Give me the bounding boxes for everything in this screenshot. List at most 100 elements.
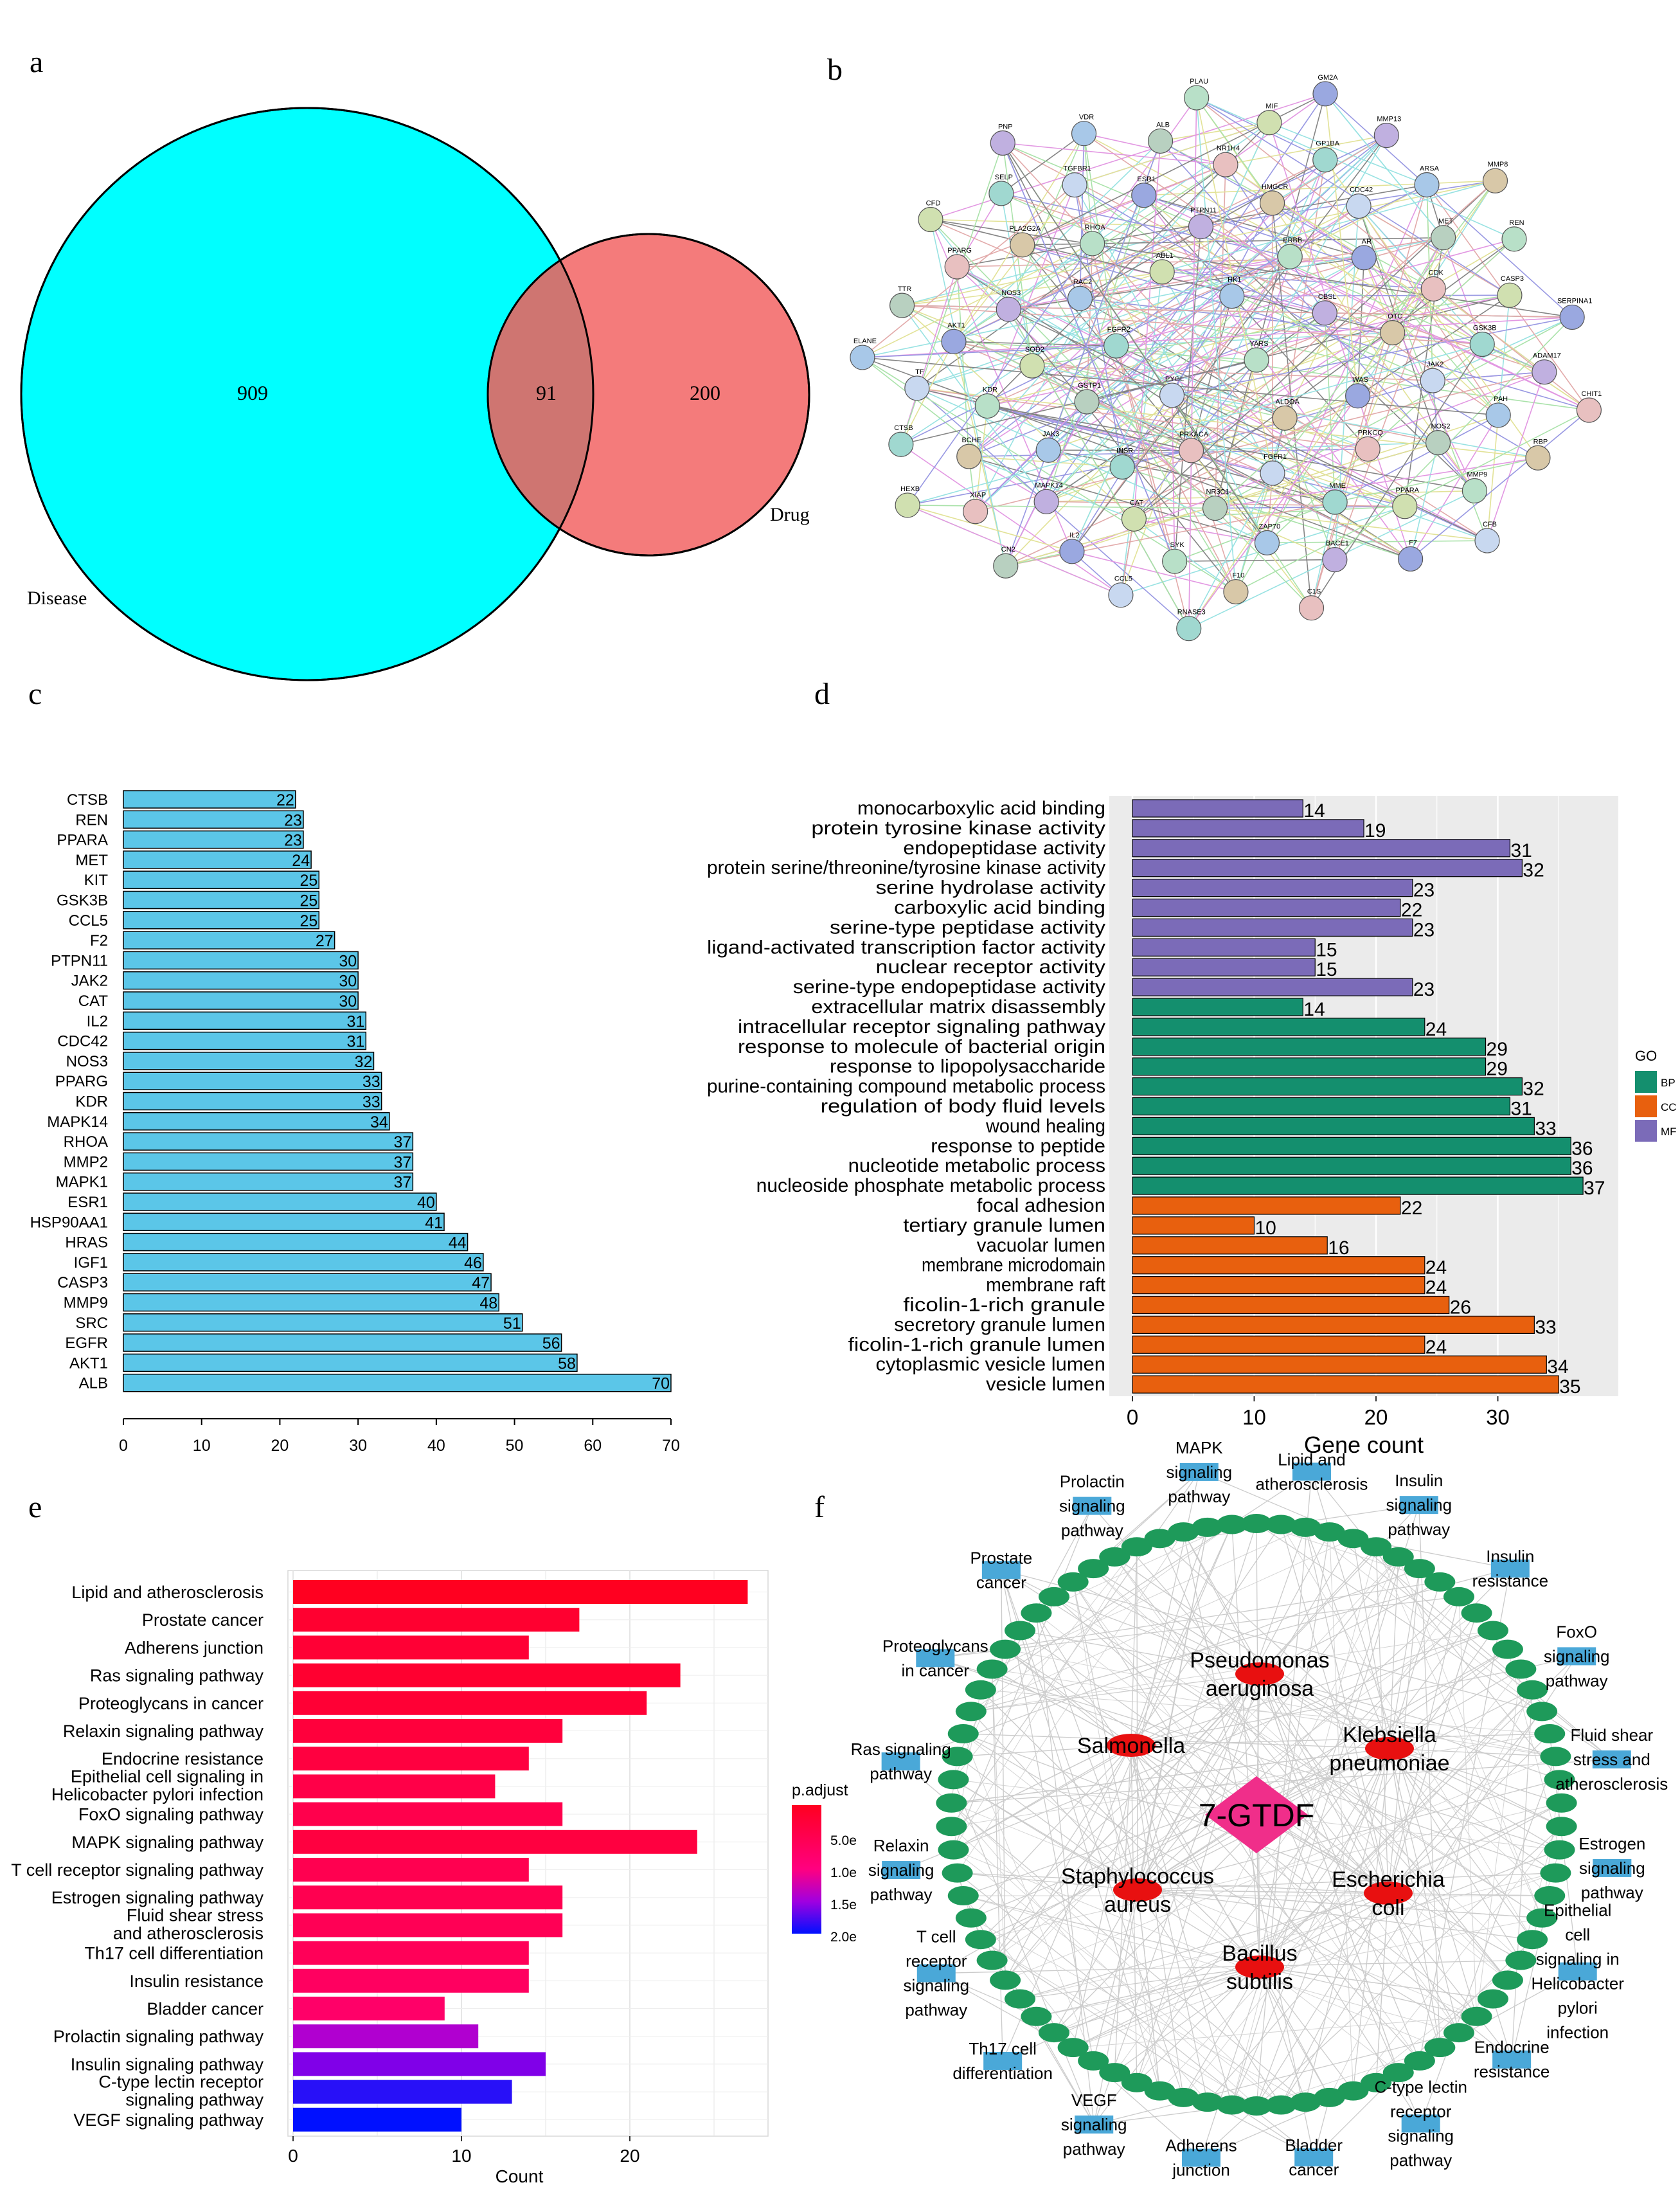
ppi-node: [1322, 547, 1348, 573]
ppi-edge: [987, 312, 1325, 407]
ppi-edge: [1409, 442, 1439, 559]
pathway-node-label: atherosclerosis: [1555, 1774, 1668, 1794]
ppi-node-label: RNASE3: [1177, 609, 1206, 616]
go-term-label: focal adhesion: [977, 1195, 1105, 1216]
ppi-edge: [1143, 194, 1364, 258]
network-edge: [1036, 1918, 1542, 2017]
ppi-node-label: KDR: [983, 386, 997, 394]
ppi-edge: [1215, 507, 1488, 541]
bacteria-node: [1235, 1662, 1284, 1686]
ppi-node-label: PRKCQ: [1358, 429, 1384, 436]
pathway-node: [1593, 1858, 1632, 1877]
ppi-edge: [1172, 395, 1488, 541]
network-edge: [951, 1803, 1208, 2103]
bar-value-label: 34: [1547, 1356, 1568, 1378]
network-edge: [1259, 1532, 1330, 1968]
target-node: [936, 1793, 967, 1813]
pathway-node: [1075, 2115, 1114, 2134]
pathway-node: [916, 1649, 955, 1668]
target-node: [955, 1908, 987, 1928]
ppi-edge: [1071, 551, 1237, 593]
network-edge: [1093, 1527, 1306, 2125]
bar-e: [293, 1968, 529, 1993]
target-node: [955, 1702, 987, 1722]
bar-e: [293, 1802, 563, 1826]
ppi-node-label: BACE1: [1326, 540, 1349, 548]
ppi-node-label: HEXB: [900, 485, 920, 493]
ppi-node-label: GM2A: [1318, 74, 1338, 82]
pathway-label: Bladder cancer: [147, 1999, 264, 2019]
bar-c: [123, 1052, 375, 1070]
bar-d: [1132, 1216, 1255, 1235]
bar-d: [1132, 1117, 1535, 1136]
ppi-node: [1260, 460, 1285, 486]
ppi-node: [904, 375, 930, 401]
ppi-node: [1033, 489, 1059, 514]
network-edge: [936, 1959, 1521, 1974]
ppi-node: [1501, 226, 1527, 252]
bar-value-label: 46: [464, 1254, 482, 1272]
ppi-edge: [1160, 121, 1270, 142]
ppi-edge: [1120, 296, 1233, 595]
network-edge: [953, 1779, 1138, 1891]
ppi-node-label: ARSA: [1420, 165, 1440, 173]
network-edge: [970, 1568, 1510, 1712]
bar-d: [1132, 1335, 1425, 1354]
network-edge: [980, 1689, 1260, 1968]
network-edge: [953, 1745, 1132, 1851]
ppi-edge: [1256, 257, 1364, 361]
target-node: [1241, 2096, 1272, 2116]
ppi-edge: [1442, 237, 1483, 345]
pathway-label: Th17 cell differentiation: [84, 1944, 264, 1963]
network-edge: [951, 1803, 1477, 2017]
bar-value-label: 15: [1316, 959, 1337, 980]
network-edge: [1492, 1999, 1512, 2060]
network-edge: [957, 1873, 981, 1940]
ppi-node-label: CDK: [1429, 269, 1444, 276]
drug-set-label: Drug: [770, 504, 810, 525]
network-edge: [953, 1849, 1440, 2048]
pathway-label-line: signaling pathway: [125, 2091, 264, 2110]
bar-value-label: 14: [1303, 999, 1325, 1020]
ppi-edge: [1074, 184, 1123, 467]
network-edge: [1352, 1538, 1613, 1760]
bar-value-label: 24: [1425, 1257, 1447, 1279]
bar-e: [293, 1747, 529, 1771]
bar-e: [293, 1719, 563, 1743]
network-edge: [1130, 1745, 1330, 2098]
bar-value-label: 31: [1510, 840, 1532, 861]
network-edge: [1137, 1668, 1521, 1891]
gene-label: IGF1: [74, 1254, 108, 1272]
go-term-label: wound healing: [985, 1115, 1105, 1137]
ppi-node: [996, 296, 1021, 322]
ppi-node: [1312, 300, 1337, 326]
network-edge: [1130, 1745, 1184, 2098]
bar-value-label: 37: [394, 1133, 412, 1151]
ppi-edge: [1092, 97, 1197, 244]
ppi-node-label: ABL1: [1156, 252, 1174, 260]
network-edge: [980, 1689, 1550, 1734]
bar-value-label: 32: [355, 1053, 373, 1071]
bar-value-label: 25: [299, 892, 317, 910]
x-tick-label-e: 20: [620, 2146, 639, 2166]
ppi-node: [1380, 320, 1406, 346]
target-node: [1121, 2073, 1152, 2092]
bar-c: [123, 1253, 484, 1272]
ppi-edge: [1433, 371, 1544, 381]
panel-label-e: e: [28, 1490, 42, 1524]
bar-c: [123, 1232, 469, 1252]
network-edge: [1130, 1547, 1138, 1746]
panel-label-c: c: [28, 677, 42, 711]
bar-e: [293, 2107, 461, 2132]
ppi-edge: [901, 305, 1047, 502]
pathway-node-label: Proteoglycans: [882, 1636, 988, 1655]
network-edge: [1231, 1504, 1420, 2105]
bar-d: [1132, 1038, 1487, 1056]
pathway-node-label: signaling: [1544, 1646, 1610, 1666]
ppi-edge: [1116, 345, 1336, 503]
ppi-edge: [1001, 193, 1433, 381]
ppi-node-label: MMP13: [1377, 116, 1401, 123]
ppi-edge: [1143, 195, 1589, 411]
target-node: [1290, 2092, 1321, 2112]
gene-label: MET: [75, 852, 108, 869]
